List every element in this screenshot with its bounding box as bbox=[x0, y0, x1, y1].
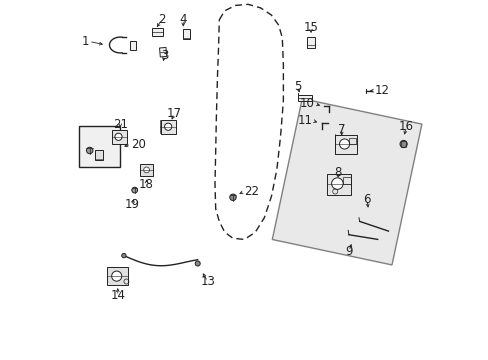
Bar bbox=[326, 174, 350, 195]
Circle shape bbox=[339, 139, 349, 149]
Text: 3: 3 bbox=[161, 49, 168, 62]
Text: 13: 13 bbox=[200, 275, 215, 288]
Bar bbox=[182, 29, 189, 39]
Text: 17: 17 bbox=[166, 107, 182, 120]
Text: 19: 19 bbox=[124, 198, 140, 211]
Circle shape bbox=[331, 178, 343, 189]
Bar bbox=[343, 177, 351, 184]
Text: 9: 9 bbox=[345, 245, 352, 258]
Text: 20: 20 bbox=[131, 138, 146, 150]
Circle shape bbox=[399, 140, 407, 148]
Circle shape bbox=[86, 147, 93, 154]
Text: 16: 16 bbox=[398, 120, 413, 133]
Bar bbox=[111, 130, 126, 144]
Text: 12: 12 bbox=[374, 84, 389, 97]
Bar bbox=[400, 141, 406, 147]
Text: 5: 5 bbox=[293, 80, 301, 93]
Text: 18: 18 bbox=[139, 178, 154, 191]
Bar bbox=[140, 164, 153, 176]
Bar bbox=[95, 150, 102, 160]
Bar bbox=[334, 135, 356, 154]
Text: 11: 11 bbox=[297, 114, 311, 127]
Circle shape bbox=[122, 253, 126, 258]
Circle shape bbox=[132, 187, 137, 193]
Text: 14: 14 bbox=[110, 289, 125, 302]
Text: 7: 7 bbox=[337, 123, 345, 136]
Text: 15: 15 bbox=[303, 21, 318, 33]
Polygon shape bbox=[272, 99, 421, 265]
Circle shape bbox=[115, 133, 122, 140]
Text: 21: 21 bbox=[113, 118, 127, 131]
Circle shape bbox=[143, 167, 149, 173]
Text: 8: 8 bbox=[334, 166, 341, 179]
Circle shape bbox=[195, 261, 200, 266]
Bar bbox=[348, 138, 355, 144]
Circle shape bbox=[111, 271, 122, 281]
Bar bbox=[129, 41, 136, 50]
Text: 6: 6 bbox=[363, 193, 370, 206]
Text: 1: 1 bbox=[81, 35, 89, 48]
Bar bbox=[152, 28, 163, 36]
Bar bbox=[306, 37, 314, 48]
Text: 22: 22 bbox=[244, 185, 259, 198]
Bar bbox=[159, 48, 166, 57]
Bar bbox=[297, 95, 311, 101]
Circle shape bbox=[229, 194, 236, 201]
Text: 2: 2 bbox=[158, 13, 165, 26]
Circle shape bbox=[164, 123, 171, 130]
Text: 10: 10 bbox=[299, 97, 314, 110]
Text: 4: 4 bbox=[179, 13, 187, 26]
Bar bbox=[160, 120, 175, 134]
Bar bbox=[107, 267, 128, 285]
Bar bbox=[79, 126, 120, 167]
